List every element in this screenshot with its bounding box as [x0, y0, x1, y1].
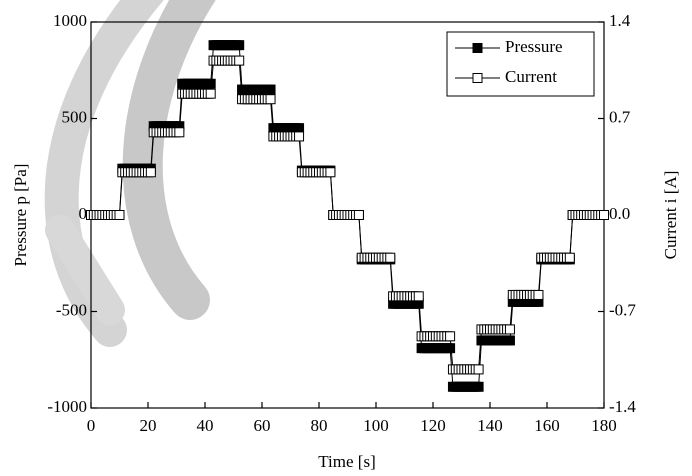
marker [533, 289, 544, 300]
y-axis-label: Pressure p [Pa] [11, 164, 30, 267]
marker [294, 131, 305, 142]
marker [473, 364, 484, 375]
y2-tick-label: -0.7 [609, 300, 636, 319]
marker [174, 127, 185, 138]
y2-axis-label: Current i [A] [661, 171, 680, 260]
marker [353, 210, 364, 220]
x-tick-label: 0 [87, 416, 96, 435]
x-tick-label: 100 [363, 416, 389, 435]
legend-label: Current [505, 67, 557, 86]
x-tick-label: 140 [477, 416, 503, 435]
marker [265, 84, 276, 95]
y2-tick-label: -1.4 [609, 397, 636, 416]
watermark [44, 0, 216, 347]
y-tick-label: -1000 [47, 397, 87, 416]
marker [564, 252, 575, 263]
marker [445, 343, 456, 354]
x-tick-label: 40 [197, 416, 214, 435]
legend-marker [472, 43, 483, 53]
marker [205, 88, 216, 99]
legend-marker [472, 73, 483, 83]
x-tick-label: 180 [591, 416, 617, 435]
y-tick-label: 500 [62, 107, 88, 126]
legend-box [446, 31, 595, 97]
marker [265, 94, 276, 105]
marker [114, 210, 125, 220]
marker [294, 123, 305, 134]
marker [385, 252, 396, 263]
marker [413, 291, 424, 302]
x-tick-label: 20 [140, 416, 157, 435]
marker [234, 40, 245, 51]
y2-tick-label: 0.0 [609, 204, 630, 223]
marker [504, 324, 515, 335]
marker [445, 331, 456, 342]
x-tick-label: 60 [254, 416, 271, 435]
marker [599, 210, 609, 220]
y-tick-label: -500 [56, 300, 87, 319]
marker [234, 55, 245, 66]
y2-tick-label: 1.4 [609, 11, 631, 30]
marker [325, 167, 336, 178]
marker [145, 167, 156, 178]
x-tick-label: 80 [311, 416, 328, 435]
y-tick-label: 0 [79, 204, 88, 223]
y-tick-label: 1000 [53, 11, 87, 30]
x-tick-label: 120 [420, 416, 446, 435]
x-tick-label: 160 [534, 416, 560, 435]
x-axis-label: Time [s] [318, 452, 375, 471]
marker [473, 381, 484, 392]
y2-tick-label: 0.7 [609, 107, 631, 126]
marker [205, 78, 216, 89]
marker [504, 335, 515, 346]
legend-label: Pressure [505, 37, 563, 56]
